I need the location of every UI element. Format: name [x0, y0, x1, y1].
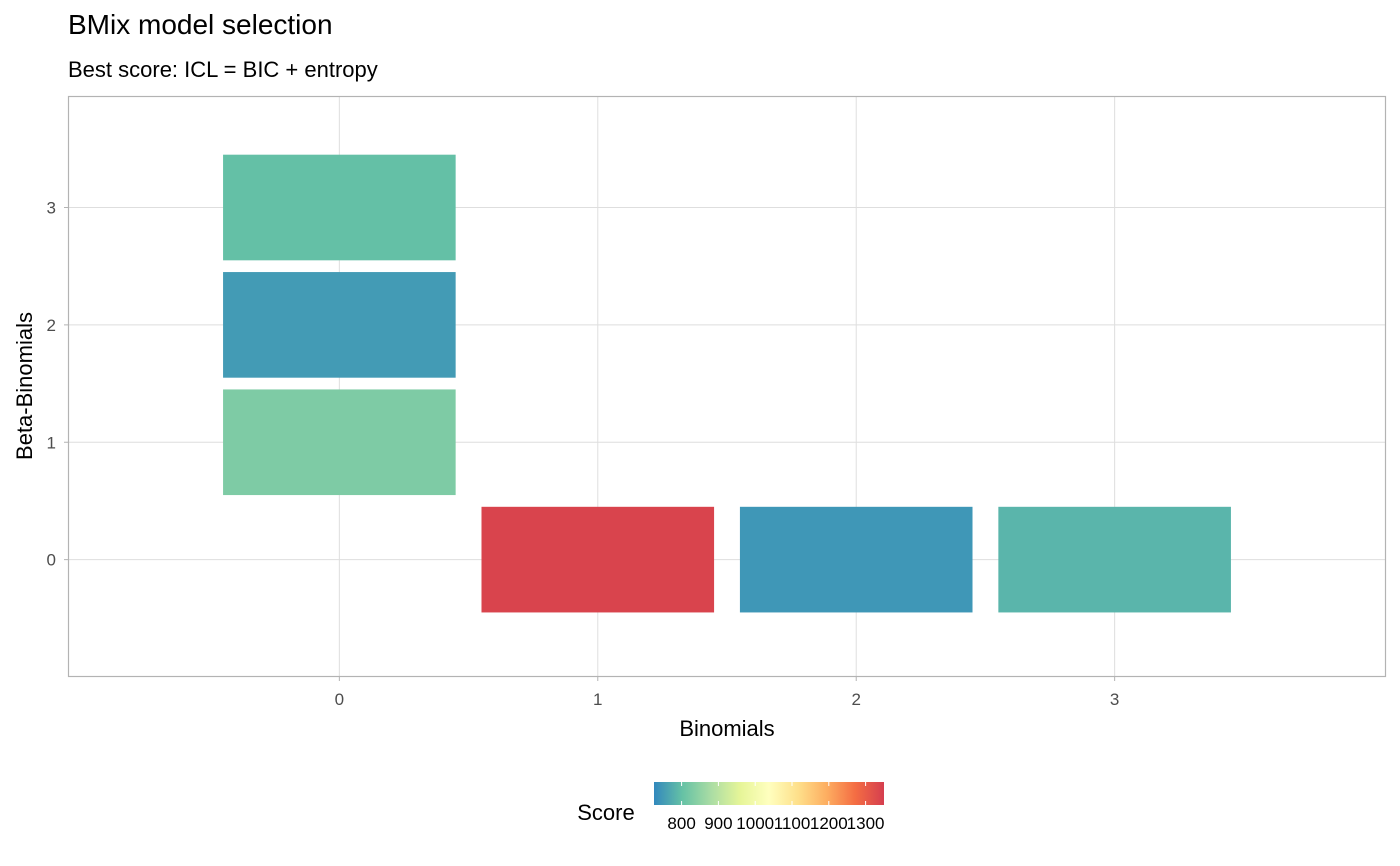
- x-tick-label: 3: [1110, 690, 1119, 709]
- y-tick-label: 1: [47, 433, 56, 452]
- heatmap-tile-b2-bb0: [739, 506, 973, 613]
- y-tick-label: 0: [47, 551, 56, 570]
- y-axis-label: Beta-Binomials: [12, 312, 37, 460]
- heatmap-tiles: [223, 154, 1231, 613]
- legend-title: Score: [577, 800, 634, 825]
- y-tick-label: 2: [47, 316, 56, 335]
- chart-subtitle: Best score: ICL = BIC + entropy: [68, 57, 378, 82]
- y-axis-ticks: 0 1 2 3: [47, 199, 68, 570]
- panel-border: [67, 95, 1387, 678]
- legend-tick-label: 1300: [847, 814, 885, 833]
- heatmap-tile-b0-bb1: [223, 389, 456, 496]
- legend-tick-label: 1000: [736, 814, 774, 833]
- x-axis-label: Binomials: [679, 716, 774, 741]
- heatmap-tile-b0-bb3: [223, 154, 456, 261]
- heatmap-tile-b0-bb2: [223, 272, 456, 378]
- heatmap-tile-b1-bb0: [481, 506, 715, 613]
- x-tick-label: 2: [851, 690, 860, 709]
- legend-tick-label: 1100: [774, 814, 811, 833]
- legend-colorbar: [654, 782, 884, 805]
- legend-tick-label: 800: [667, 814, 695, 833]
- x-tick-label: 0: [335, 690, 344, 709]
- x-tick-label: 1: [593, 690, 602, 709]
- heatmap-tile-b3-bb0: [998, 506, 1231, 613]
- chart-title: BMix model selection: [68, 9, 333, 40]
- y-tick-label: 3: [47, 199, 56, 218]
- legend-tick-label: 1200: [810, 814, 848, 833]
- x-axis-ticks: 0 1 2 3: [335, 677, 1119, 709]
- legend-tick-label: 900: [704, 814, 732, 833]
